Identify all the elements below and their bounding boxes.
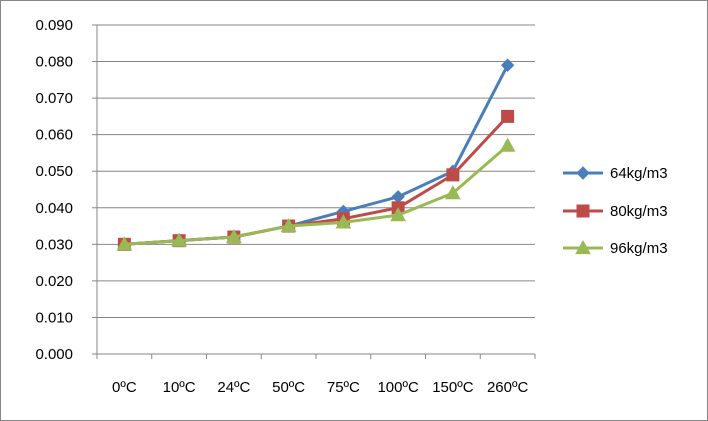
y-tick-label: 0.060 <box>35 127 73 144</box>
legend-label: 64kg/m3 <box>610 165 668 182</box>
y-tick-label: 0.050 <box>35 163 73 180</box>
data-point-96kg/m3-50ºC <box>280 218 297 233</box>
series-96kg/m3 <box>116 137 516 251</box>
legend-entry-80kg/m3: 80kg/m3 <box>563 203 668 220</box>
data-point-96kg/m3-10ºC <box>171 232 187 247</box>
x-tick-label: 150ºC <box>432 379 474 396</box>
y-tick-label: 0.030 <box>35 236 73 253</box>
x-tick-label: 50ºC <box>272 379 305 396</box>
legend-marker-96kg/m3 <box>575 239 591 255</box>
x-tick-label: 24ºC <box>217 379 250 396</box>
data-point-96kg/m3-100ºC <box>390 207 406 222</box>
x-axis-tick-labels: 0ºC 10ºC 24ºC 50ºC 75ºC 100ºC 150ºC 260ºC <box>112 379 528 396</box>
series-line-96kg/m3 <box>124 144 509 246</box>
data-point-80kg/m3-150ºC <box>446 168 460 182</box>
y-tick-label: 0.040 <box>35 200 73 217</box>
x-tick-label: 100ºC <box>377 379 419 396</box>
x-tick-label: 75ºC <box>327 379 360 396</box>
data-point-64kg/m3-260ºC <box>500 58 515 72</box>
y-axis-tick-labels: 0.000 0.010 0.020 0.030 0.040 0.050 0.060 0.070… <box>35 17 73 363</box>
legend-marker-64kg/m3 <box>576 166 590 180</box>
axes <box>92 24 536 359</box>
data-point-96kg/m3-0ºC <box>116 236 133 251</box>
legend-entry-96kg/m3: 96kg/m3 <box>563 239 668 257</box>
data-point-96kg/m3-75ºC <box>335 214 352 229</box>
y-tick-label: 0.070 <box>35 90 73 107</box>
x-tick-label: 0ºC <box>112 379 137 396</box>
series-line-64kg/m3 <box>124 64 509 246</box>
legend: 64kg/m3 80kg/m3 96kg/m3 <box>563 165 668 257</box>
series-lines <box>116 58 516 252</box>
legend-label: 80kg/m3 <box>610 203 668 220</box>
legend-marker-80kg/m3 <box>576 204 590 218</box>
y-tick-label: 0.010 <box>35 309 73 326</box>
y-tick-label: 0.090 <box>35 17 73 34</box>
y-tick-label: 0.000 <box>35 346 73 363</box>
x-tick-label: 10ºC <box>163 379 196 396</box>
data-point-96kg/m3-24ºC <box>226 228 242 244</box>
data-point-64kg/m3-100ºC <box>391 190 405 204</box>
legend-entry-64kg/m3: 64kg/m3 <box>563 165 668 182</box>
data-point-96kg/m3-150ºC <box>445 185 461 200</box>
series-80kg/m3 <box>117 109 515 251</box>
y-tick-label: 0.080 <box>35 54 73 71</box>
legend-label: 96kg/m3 <box>610 240 668 257</box>
data-point-96kg/m3-260ºC <box>499 137 516 152</box>
y-tick-label: 0.020 <box>35 273 73 290</box>
gridlines <box>97 24 535 318</box>
x-tick-label: 260ºC <box>487 379 529 396</box>
data-point-80kg/m3-260ºC <box>501 109 515 123</box>
